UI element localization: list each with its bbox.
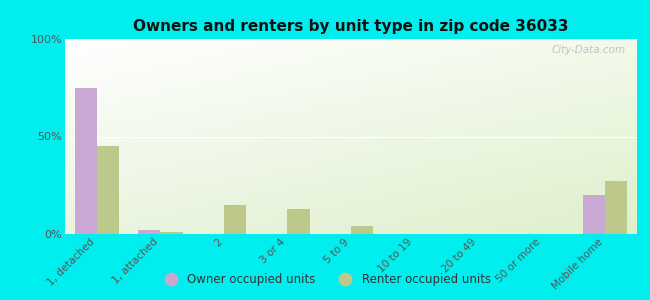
Bar bbox=[138, 230, 161, 234]
Legend: Owner occupied units, Renter occupied units: Owner occupied units, Renter occupied un… bbox=[154, 269, 496, 291]
Bar bbox=[287, 209, 309, 234]
Bar bbox=[583, 195, 605, 234]
Bar bbox=[351, 226, 373, 234]
Bar bbox=[605, 181, 627, 234]
Bar bbox=[97, 146, 119, 234]
Bar bbox=[161, 232, 183, 234]
Title: Owners and renters by unit type in zip code 36033: Owners and renters by unit type in zip c… bbox=[133, 19, 569, 34]
Bar bbox=[75, 88, 97, 234]
Text: City-Data.com: City-Data.com bbox=[551, 45, 625, 55]
Bar bbox=[224, 205, 246, 234]
